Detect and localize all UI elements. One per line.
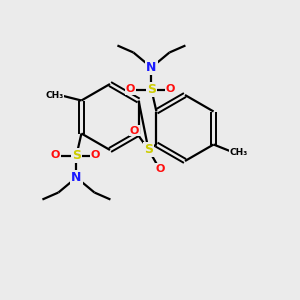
Text: CH₃: CH₃: [45, 91, 64, 100]
Text: O: O: [130, 125, 139, 136]
Text: S: S: [72, 149, 81, 162]
Text: CH₃: CH₃: [230, 148, 248, 157]
Text: N: N: [71, 171, 82, 184]
Text: O: O: [156, 164, 165, 173]
Text: O: O: [51, 151, 60, 160]
Text: O: O: [91, 151, 100, 160]
Text: S: S: [147, 83, 156, 96]
Text: S: S: [144, 143, 153, 156]
Text: N: N: [146, 61, 157, 74]
Text: O: O: [126, 85, 135, 94]
Text: O: O: [166, 85, 175, 94]
